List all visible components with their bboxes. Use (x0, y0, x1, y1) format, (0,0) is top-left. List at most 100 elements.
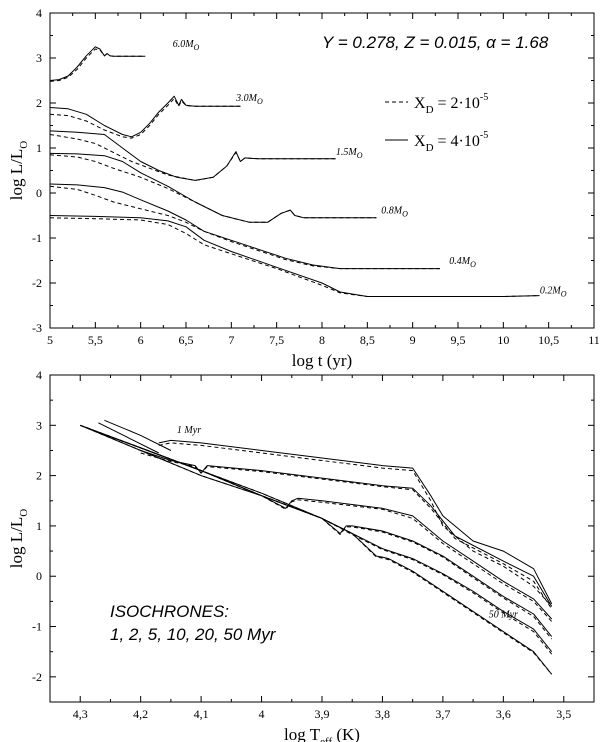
x-tick-label: 7,5 (269, 333, 284, 347)
x-axis-label: log t (yr) (292, 351, 352, 370)
curve-label: 1 Myr (177, 425, 201, 436)
curve-label: 0.8MO (381, 205, 408, 218)
y-tick-label: -1 (32, 231, 42, 245)
series-line-50-myr-dashed (80, 424, 553, 675)
curve-label-text: 1.5M (336, 147, 358, 158)
x-tick-label: 4 (259, 707, 265, 721)
top-panel: 5 5,5 6 6,5 7 7,5 8 8,5 9 9,5 10 10,5 11 -3 -2 -1 0 1 2 3 4 l… (7, 6, 600, 370)
y-axis-label-main: log L/L (7, 517, 26, 568)
curve-label-text: 0.8M (381, 205, 403, 216)
series-line-zams-upper2-solid (98, 422, 160, 454)
series-line-1-myr-solid (158, 439, 553, 605)
curve-label-sub: O (357, 151, 363, 160)
x-tick-label: 11 (588, 333, 600, 347)
x-tick-label: 8 (319, 333, 325, 347)
x-tick-label: 4,2 (133, 707, 148, 721)
curve-label-sub: O (470, 260, 476, 269)
series-line-5-myr-dashed (80, 424, 553, 622)
y-tick-label: 1 (36, 141, 42, 155)
x-tick-label: 5 (47, 333, 53, 347)
curve-label-sub: O (257, 97, 263, 106)
y-tick-label: 1 (36, 519, 42, 533)
y-tick-label: 2 (36, 96, 42, 110)
x-tick-label: 10,5 (538, 333, 559, 347)
y-tick-label: 2 (36, 469, 42, 483)
series-line-10-myr-dashed (80, 424, 553, 640)
y-tick-label: 3 (36, 418, 42, 432)
x-tick-label: 10 (497, 333, 509, 347)
y-tick-label: 4 (36, 6, 42, 20)
x-tick-label: 4,3 (73, 707, 88, 721)
x-axis-label-main: log t (yr) (292, 351, 352, 370)
series-line-6-0m-o-dashed (50, 48, 146, 82)
curve-label-text: 1 Myr (177, 425, 201, 436)
legend-entry: XD = 4·10-5 (414, 130, 488, 154)
series-line-1-5m-o-dashed (50, 134, 336, 181)
legend-entry: XD = 2·10-5 (414, 92, 488, 116)
isochrones-title: ISOCHRONES: (110, 602, 229, 621)
params-text: Y = 0.278, Z = 0.015, α = 1.68 (322, 33, 549, 52)
x-axis-label-main: log T (284, 725, 321, 742)
series-line-2-myr-dashed (140, 452, 553, 610)
y-axis-label-sub: O (18, 141, 30, 149)
curve-label: 6.0MO (173, 39, 200, 52)
legend-x: X (414, 133, 426, 150)
x-tick-label: 5,5 (88, 333, 103, 347)
y-tick-label: -2 (32, 276, 42, 290)
series-line-3-0m-o-dashed (50, 98, 241, 139)
series-line-zams-upper-solid (104, 419, 172, 451)
legend-sup: -5 (480, 130, 488, 141)
series-line-5-myr-solid (80, 424, 553, 620)
y-axis-label: log L/LO (7, 141, 30, 200)
x-tick-label: 7 (228, 333, 234, 347)
curve-label: 3.0MO (235, 93, 263, 106)
legend-x: X (414, 95, 426, 112)
bottom-panel: 4,3 4,2 4,1 4 3,9 3,8 3,7 3,6 3,5 -2 -1 0 1 2 3 4 log L/… (7, 368, 595, 742)
series-line-0-8m-o-dashed (50, 154, 377, 223)
x-axis-label-rest: (K) (332, 725, 360, 742)
curve-label: 1.5MO (336, 147, 363, 160)
isochrones-list: 1, 2, 5, 10, 20, 50 Myr (110, 625, 277, 644)
curve-label-text: 6.0M (173, 39, 195, 50)
x-tick-label: 6 (138, 333, 144, 347)
x-axis-label-sub: eff (320, 736, 332, 742)
legend-sub: D (426, 104, 434, 116)
curve-label: 0.4MO (449, 256, 476, 269)
x-tick-label: 9,5 (451, 333, 466, 347)
y-axis-label: log L/LO (7, 509, 30, 568)
curve-label: 0.2MO (540, 285, 567, 298)
series-line-0-2m-o-dashed (50, 217, 540, 297)
x-tick-label: 3,7 (435, 707, 450, 721)
x-tick-label: 3,5 (556, 707, 571, 721)
legend-sup: -5 (480, 92, 488, 103)
series-line-2-myr-solid (140, 450, 553, 607)
y-tick-label: 0 (36, 569, 42, 583)
legend-rest: = 2·10 (434, 95, 480, 112)
curve-label: 50 Myr (489, 609, 518, 620)
y-tick-label: 0 (36, 186, 42, 200)
curve-label-sub: O (194, 43, 200, 52)
series-line-1-myr-dashed (158, 442, 553, 607)
y-tick-label: 4 (36, 368, 42, 382)
y-tick-label: -2 (32, 670, 42, 684)
x-tick-label: 6,5 (179, 333, 194, 347)
series-line-1-5m-o-solid (50, 130, 336, 181)
series-line-0-4m-o-dashed (50, 185, 440, 270)
curve-label-text: 50 Myr (489, 609, 518, 620)
x-tick-label: 9 (410, 333, 416, 347)
curve-label-sub: O (402, 209, 408, 218)
curve-label-text: 3.0M (235, 93, 258, 104)
curve-label-sub: O (561, 289, 567, 298)
x-tick-label: 8,5 (360, 333, 375, 347)
x-tick-label: 3,9 (315, 707, 330, 721)
y-tick-label: 3 (36, 51, 42, 65)
x-tick-label: 3,6 (496, 707, 511, 721)
plot-frame (49, 12, 595, 329)
curve-label-text: 0.2M (540, 285, 562, 296)
series-line-0-8m-o-solid (50, 152, 377, 223)
y-axis-label-sub: O (18, 509, 30, 517)
y-tick-label: -1 (32, 620, 42, 634)
legend-rest: = 4·10 (434, 133, 480, 150)
plot-frame (49, 374, 595, 703)
